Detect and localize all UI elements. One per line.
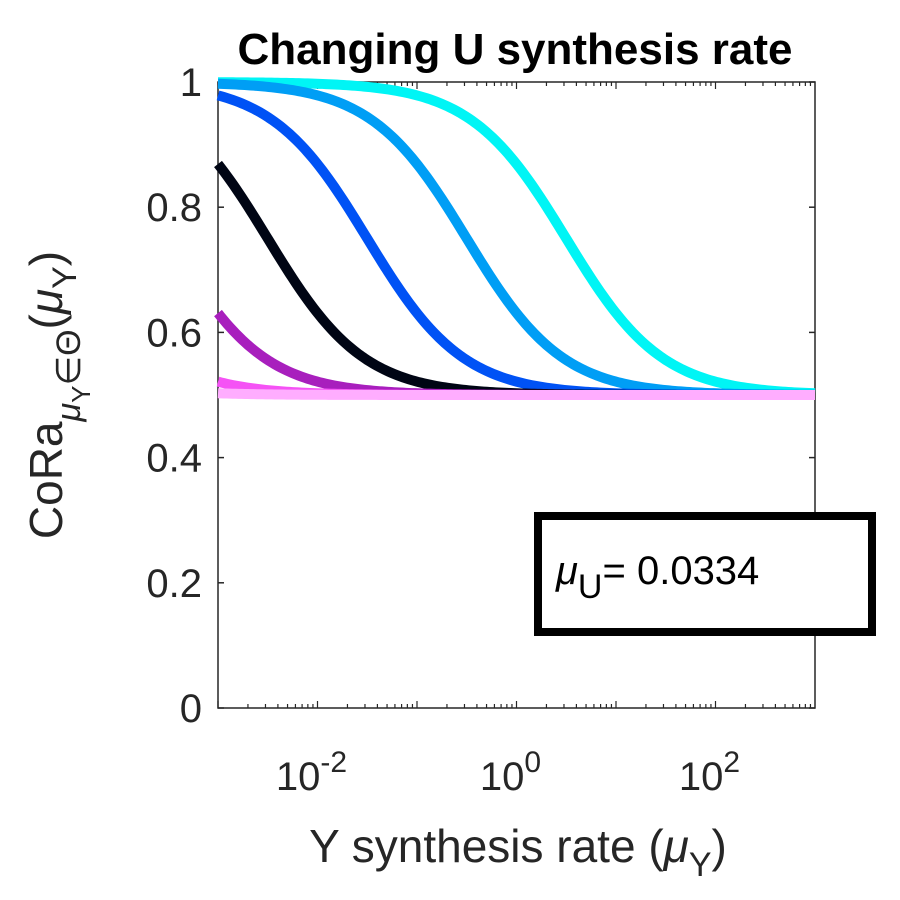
- y-tick-label: 0: [180, 687, 202, 731]
- annotation-box: μU= 0.0334: [534, 512, 876, 636]
- annotation-frame: [534, 512, 876, 636]
- y-tick-labels: 0 0.2 0.4 0.6 0.8 1: [146, 61, 202, 731]
- series-line-7: [217, 388, 815, 400]
- series-line-1: [217, 77, 816, 399]
- x-tick-label: 100: [480, 746, 541, 799]
- y-tick-label: 0.8: [146, 186, 202, 230]
- x-tick-labels: 10-2 100 102: [276, 746, 740, 799]
- y-tick-label: 1: [180, 61, 202, 105]
- y-tick-label: 0.4: [146, 437, 202, 481]
- x-axis-label: Y synthesis rate (μY): [309, 820, 727, 884]
- y-axis-label: CoRaμY∈Θ(μY): [20, 251, 96, 539]
- annotation-text: μU= 0.0334: [555, 549, 759, 606]
- axis-ticks: [217, 81, 815, 709]
- y-tick-label: 0.2: [146, 562, 202, 606]
- y-tick-label: 0.6: [146, 311, 202, 355]
- x-tick-label: 102: [679, 746, 740, 799]
- series-lines: [214, 77, 816, 400]
- chart-title: Changing U synthesis rate: [237, 25, 792, 74]
- x-tick-label: 10-2: [276, 746, 347, 799]
